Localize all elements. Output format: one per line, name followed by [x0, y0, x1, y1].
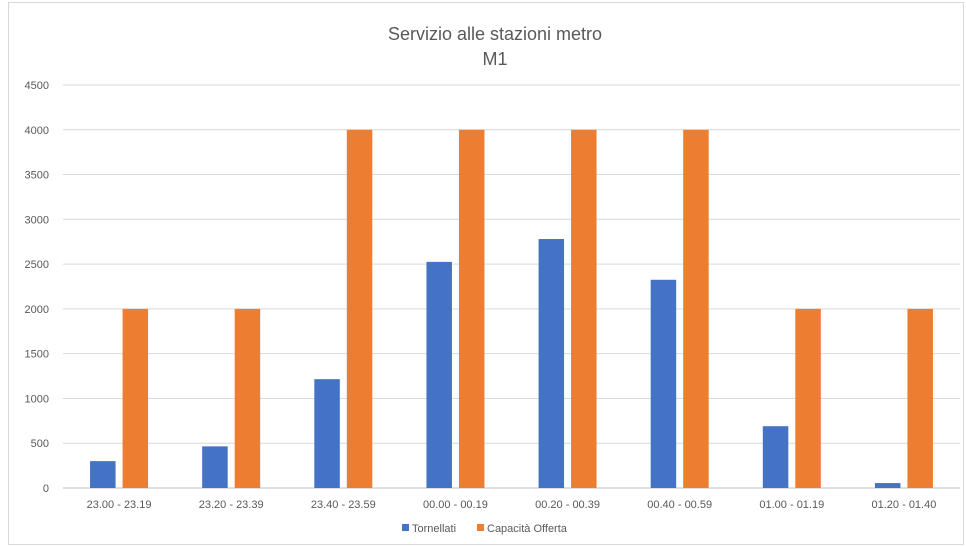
bar-capacita-offerta [346, 129, 373, 488]
bar-capacita-offerta [683, 129, 709, 488]
bar-tornellati [762, 426, 789, 488]
bar-tornellati [650, 279, 677, 488]
x-tick-label: 23.40 - 23.59 [311, 499, 376, 511]
legend: Tornellati Capacità Offerta [402, 523, 568, 535]
chart-subtitle: M1 [482, 49, 507, 69]
y-tick-label: 4500 [25, 80, 49, 92]
legend-label: Tornellati [412, 523, 456, 535]
x-tick-label: 00.40 - 00.59 [647, 499, 712, 511]
bar-tornellati [874, 483, 901, 488]
y-axis-ticks: 0 500 1000 1500 2000 2500 3000 3500 4000 4500 [25, 80, 49, 495]
legend-swatch [477, 524, 484, 531]
chart-title: Servizio alle stazioni metro [388, 24, 602, 44]
bar-capacita-offerta [907, 308, 933, 488]
y-tick-label: 4000 [25, 125, 49, 137]
bar-capacita-offerta [458, 129, 485, 488]
y-tick-label: 3000 [25, 214, 49, 226]
bar-capacita-offerta [122, 308, 149, 488]
bar-tornellati [314, 379, 340, 488]
y-tick-label: 0 [43, 483, 49, 495]
y-tick-label: 1000 [25, 393, 49, 405]
x-tick-label: 23.20 - 23.39 [199, 499, 264, 511]
y-tick-label: 500 [31, 438, 49, 450]
y-tick-label: 3500 [25, 170, 49, 182]
y-tick-label: 2500 [25, 259, 49, 271]
x-tick-label: 23.00 - 23.19 [87, 499, 152, 511]
x-tick-label: 00.20 - 00.39 [535, 499, 600, 511]
bar-capacita-offerta [234, 308, 261, 488]
bar-capacita-offerta [571, 129, 597, 488]
y-tick-label: 2000 [25, 304, 49, 316]
bar-tornellati [538, 239, 565, 488]
x-axis-ticks: 23.00 - 23.19 23.20 - 23.39 23.40 - 23.59 0… [87, 499, 937, 511]
x-tick-label: 01.00 - 01.19 [759, 499, 824, 511]
legend-label: Capacità Offerta [487, 523, 568, 535]
bars [90, 129, 933, 488]
bar-chart: Servizio alle stazioni metro M1 0 500 1000… [25, 24, 960, 535]
legend-swatch [402, 524, 409, 531]
bar-tornellati [90, 461, 116, 488]
chart-frame: Servizio alle stazioni metro M1 0 500 1000… [8, 2, 964, 545]
gridlines [63, 84, 960, 489]
bar-tornellati [202, 446, 228, 488]
bar-tornellati [426, 261, 452, 488]
bar-capacita-offerta [795, 308, 821, 488]
y-tick-label: 1500 [25, 349, 49, 361]
x-tick-label: 01.20 - 01.40 [872, 499, 937, 511]
x-tick-label: 00.00 - 00.19 [423, 499, 488, 511]
